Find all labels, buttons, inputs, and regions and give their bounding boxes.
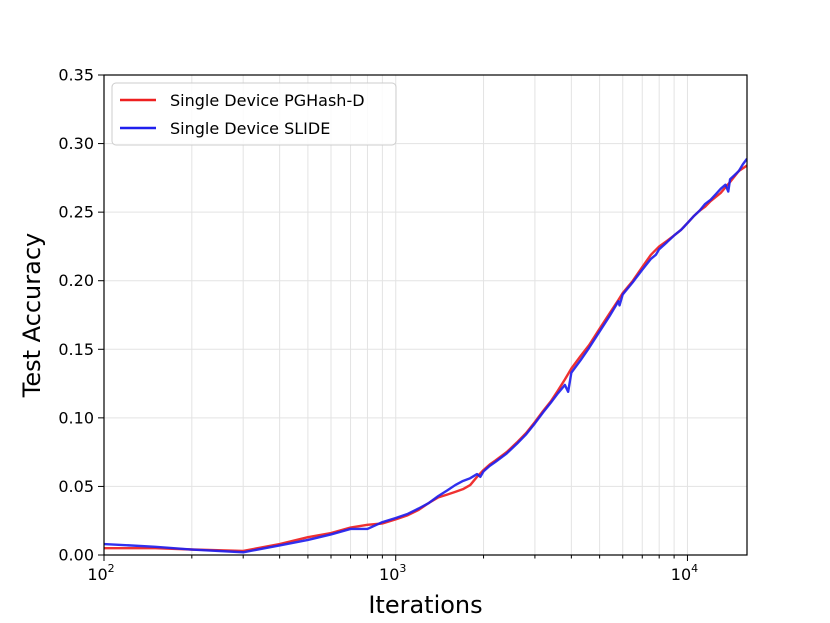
- legend-label-pghash: Single Device PGHash-D: [170, 91, 365, 110]
- y-tick-label: 0.15: [58, 340, 94, 359]
- y-tick-label: 0.10: [58, 408, 94, 427]
- y-tick-label: 0.20: [58, 271, 94, 290]
- y-tick-label: 0.30: [58, 134, 94, 153]
- series-line-slide: [104, 157, 747, 554]
- x-axis-label: Iterations: [368, 591, 482, 619]
- y-tick-label: 0.35: [58, 66, 94, 85]
- ticks: 0.00 0.05 0.10 0.15 0.20 0.25 0.30 0.35 102 103 10…: [58, 66, 698, 585]
- legend-box: [111, 82, 397, 146]
- y-tick-label: 0.00: [58, 546, 94, 565]
- x-tick-label: 102: [87, 562, 114, 584]
- x-tick-label: 104: [671, 562, 698, 584]
- series-layer: [104, 157, 747, 554]
- y-axis-label: Test Accuracy: [18, 233, 46, 398]
- plot-frame: [103, 74, 748, 556]
- legend-label-slide: Single Device SLIDE: [170, 119, 330, 138]
- y-tick-label: 0.05: [58, 477, 94, 496]
- y-tick-label: 0.25: [58, 203, 94, 222]
- x-tick-label: 103: [379, 562, 406, 584]
- legend: Single Device PGHash-D Single Device SLI…: [111, 82, 397, 146]
